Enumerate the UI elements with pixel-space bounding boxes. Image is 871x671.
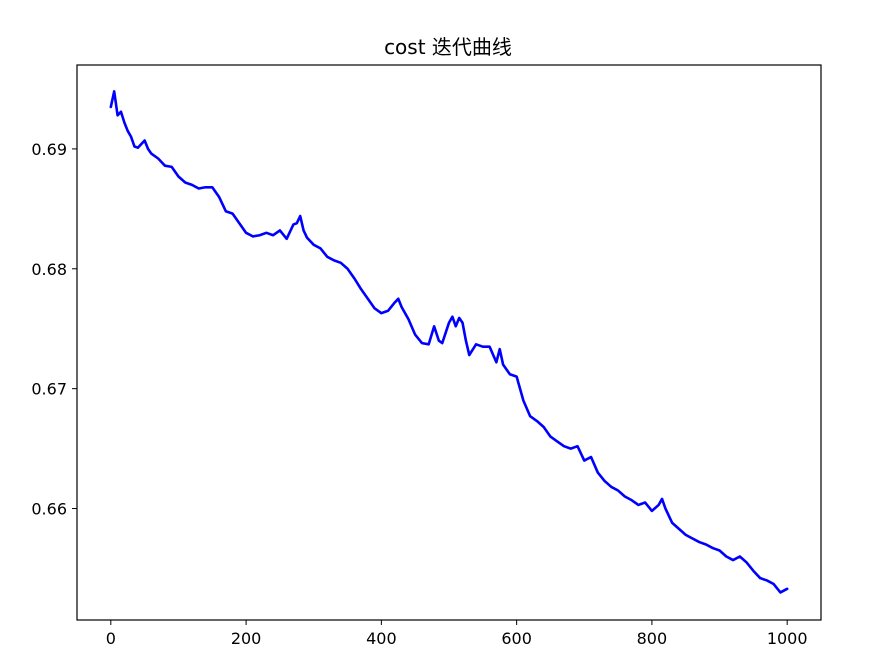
x-tick-label: 400 <box>366 629 397 648</box>
y-tick-label: 0.68 <box>31 260 67 279</box>
y-tick-label: 0.67 <box>31 380 67 399</box>
y-tick-label: 0.69 <box>31 140 67 159</box>
y-tick-label: 0.66 <box>31 500 67 519</box>
x-tick-label: 200 <box>231 629 262 648</box>
x-tick-label: 800 <box>637 629 668 648</box>
series-line-0 <box>109 90 789 594</box>
plot-frame <box>76 64 822 621</box>
y-axis: 0.66 0.67 0.68 0.69 <box>31 140 77 519</box>
chart-title: cost 迭代曲线 <box>384 35 512 59</box>
x-tick-label: 0 <box>106 629 116 648</box>
plot-area <box>109 90 789 594</box>
x-tick-label: 1000 <box>767 629 808 648</box>
x-tick-label: 600 <box>501 629 532 648</box>
x-axis: 0 200 400 600 800 1000 <box>106 620 808 648</box>
